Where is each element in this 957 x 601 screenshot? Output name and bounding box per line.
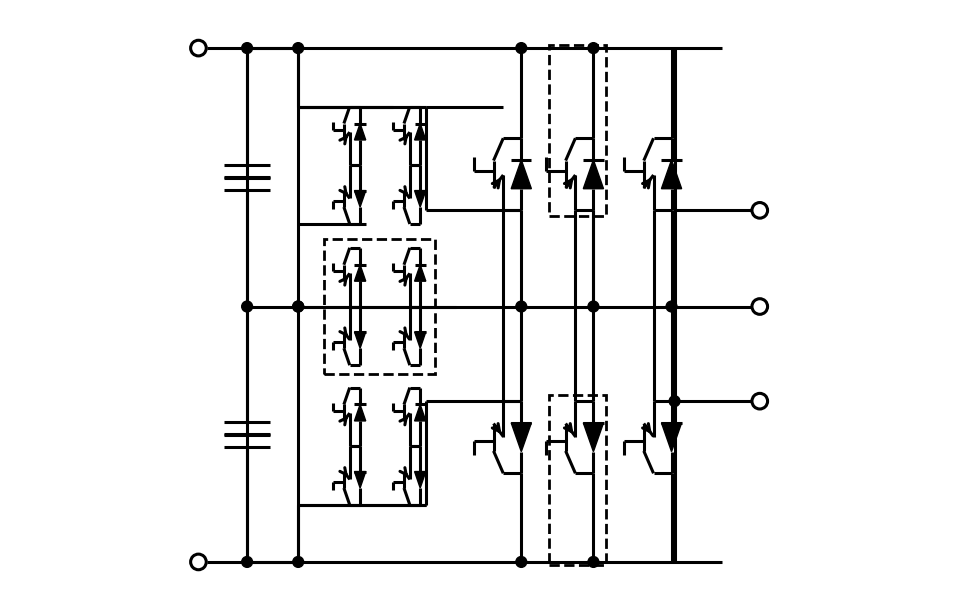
Polygon shape <box>584 160 604 189</box>
Circle shape <box>242 43 253 53</box>
Polygon shape <box>661 160 681 189</box>
Circle shape <box>516 301 526 312</box>
Circle shape <box>666 301 677 312</box>
Polygon shape <box>354 404 366 421</box>
Circle shape <box>293 557 303 567</box>
Circle shape <box>588 43 599 53</box>
Polygon shape <box>511 160 531 189</box>
Circle shape <box>293 301 303 312</box>
Polygon shape <box>354 472 366 488</box>
Polygon shape <box>414 404 426 421</box>
Circle shape <box>516 43 526 53</box>
Polygon shape <box>661 423 681 452</box>
Polygon shape <box>354 265 366 281</box>
Circle shape <box>293 301 303 312</box>
Circle shape <box>293 43 303 53</box>
Polygon shape <box>414 472 426 488</box>
Polygon shape <box>414 265 426 281</box>
Polygon shape <box>584 423 604 452</box>
Polygon shape <box>414 124 426 140</box>
Polygon shape <box>354 332 366 348</box>
Polygon shape <box>414 332 426 348</box>
Circle shape <box>242 557 253 567</box>
Circle shape <box>669 396 680 406</box>
Circle shape <box>516 557 526 567</box>
Circle shape <box>588 557 599 567</box>
Polygon shape <box>354 191 366 207</box>
Circle shape <box>588 301 599 312</box>
Polygon shape <box>414 191 426 207</box>
Circle shape <box>242 301 253 312</box>
Polygon shape <box>511 423 531 452</box>
Polygon shape <box>354 124 366 140</box>
